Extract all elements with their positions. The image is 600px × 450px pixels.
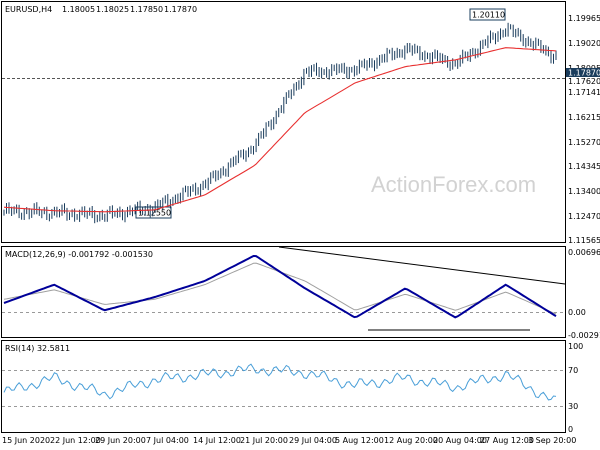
- macd-tick: -0.002913: [568, 331, 600, 340]
- x-tick: 14 Jul 12:00: [193, 436, 241, 445]
- x-tick: 27 Aug 12:00: [480, 436, 534, 445]
- ohlc-open: 1.18005: [62, 5, 95, 14]
- ohlc-high: 1.18025: [96, 5, 129, 14]
- x-tick: 3 Sep 20:00: [528, 436, 576, 445]
- macd-line: [3, 254, 557, 319]
- y-tick: 1.14345: [568, 162, 600, 171]
- y-tick: 1.12470: [568, 212, 600, 221]
- rsi-panel-frame: [1, 340, 566, 433]
- price-tag: 1.17870: [568, 69, 600, 78]
- y-tick: 1.15270: [568, 138, 600, 147]
- watermark: ActionForex.com: [371, 172, 536, 197]
- main-panel-frame: [1, 1, 566, 243]
- level-tag: 1.17620: [568, 77, 600, 86]
- x-tick: 29 Jul 04:00: [289, 436, 337, 445]
- ohlc-close: 1.17870: [164, 5, 197, 14]
- rsi-tick: 0: [568, 425, 573, 434]
- y-tick: 1.16215: [568, 113, 600, 122]
- annot-low: 1.12550: [138, 209, 171, 218]
- y-tick: 1.19965: [568, 14, 600, 23]
- ma-line: [3, 47, 557, 213]
- x-tick: 15 Jun 2020: [2, 436, 50, 445]
- x-tick: 7 Jul 04:00: [146, 436, 189, 445]
- macd-tick: 0.006966: [568, 248, 600, 257]
- y-tick: 1.17141: [568, 88, 600, 97]
- series-group: [3, 47, 557, 401]
- rsi-line: [3, 363, 557, 401]
- main-title: EURUSD,H4: [5, 5, 52, 14]
- rsi-tick: 100: [568, 342, 583, 351]
- y-tick: 1.11565: [568, 236, 600, 245]
- x-tick: 22 Jun 12:00: [50, 436, 101, 445]
- y-tick: 1.13400: [568, 187, 600, 196]
- x-tick: 20 Aug 04:00: [433, 436, 487, 445]
- annot-high: 1.20110: [472, 11, 505, 20]
- candle-group: [3, 22, 557, 224]
- x-tick: 12 Aug 20:00: [384, 436, 438, 445]
- macd-tick: 0.00: [568, 308, 586, 317]
- rsi-tick: 70: [568, 366, 578, 375]
- y-tick: 1.19020: [568, 39, 600, 48]
- x-tick: 5 Aug 12:00: [335, 436, 384, 445]
- annot-high-box: [469, 8, 506, 21]
- rsi-tick: 30: [568, 402, 578, 411]
- macd-trendline-upper: [278, 246, 566, 285]
- macd-panel-frame: [1, 246, 566, 338]
- rsi-title: RSI(14) 32.5811: [5, 344, 70, 353]
- macd-title: MACD(12,26,9) -0.001792 -0.001530: [5, 250, 153, 259]
- x-tick: 21 Jul 20:00: [240, 436, 288, 445]
- price-tag-box: [566, 68, 600, 77]
- x-tick: 29 Jun 20:00: [95, 436, 146, 445]
- annot-low-box: [135, 206, 172, 219]
- ohlc-low: 1.17850: [130, 5, 163, 14]
